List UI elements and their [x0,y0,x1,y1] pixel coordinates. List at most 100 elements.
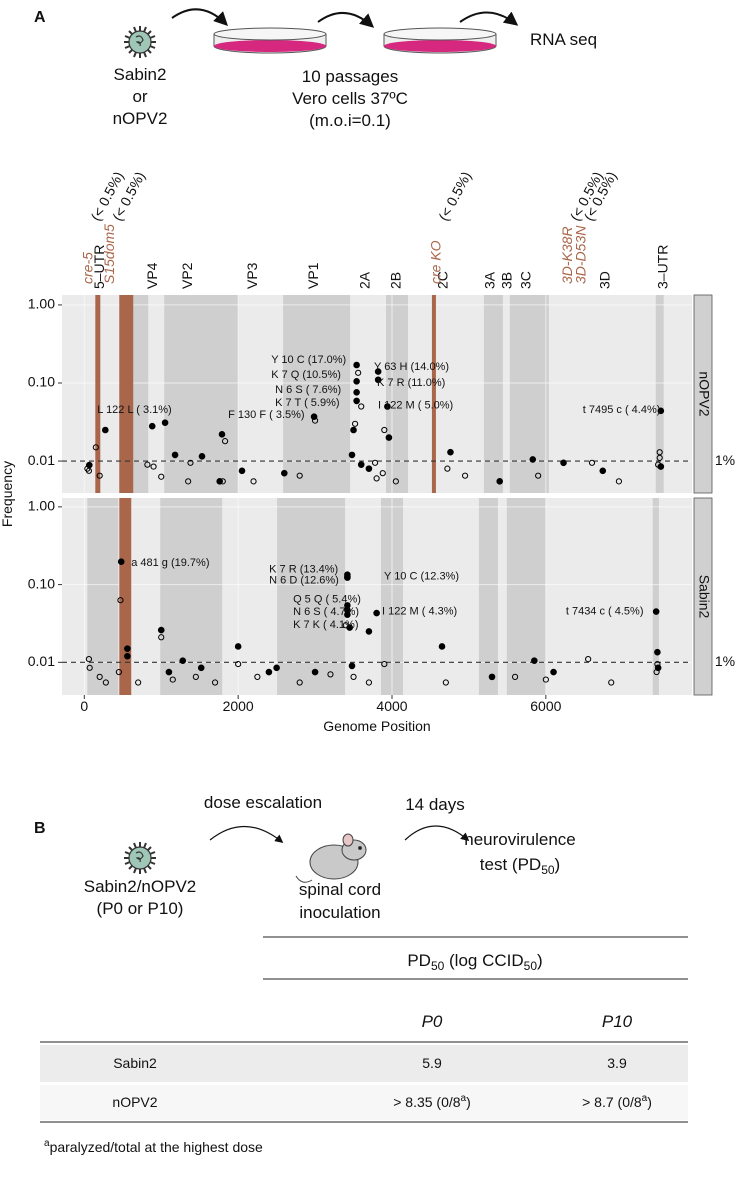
virus-icon [123,25,157,59]
gene-label: VP2 [179,262,195,289]
point [157,626,165,634]
facet-label: nOPV2 [696,371,712,416]
y-tick-label: 0.01 [28,452,55,468]
text: ) [466,1094,471,1110]
point [442,679,449,686]
annotation: t 7495 c ( 4.4%) [583,404,661,416]
point [218,431,226,438]
point [353,397,360,405]
point [511,673,519,680]
annotation: K 7 R (11.0%) [377,377,445,389]
text: paralyzed/total at the highest dose [50,1139,263,1155]
result-label: neurovirulence [464,830,576,849]
point [531,657,538,664]
point [102,426,109,434]
point [92,444,99,451]
table-cell: 5.9 [422,1055,442,1071]
point [355,369,362,376]
y-tick-label: 1.00 [28,296,55,312]
point [353,378,360,385]
point [96,673,103,680]
modification-band [119,295,134,493]
point [254,673,261,680]
modification-label: 3D-D53N [573,225,589,284]
row-label: Sabin2 [113,1055,157,1071]
threshold-label: 1% [715,653,735,669]
gene-band [478,498,498,695]
point [535,472,542,479]
mouse-label: spinal cord [299,880,381,899]
text: ) [647,1094,652,1110]
point [374,368,382,375]
annotation: I 122 M ( 5.0%) [378,400,453,412]
point [187,459,194,466]
point [656,454,663,461]
gene-label: 2A [357,271,373,289]
annotation: F 130 F ( 3.5%) [228,409,304,421]
annotation: K 7 K ( 4.1%) [293,619,358,631]
annotation: a 481 g (19.7%) [131,557,209,569]
point [150,463,157,470]
point [438,643,446,650]
point [211,679,219,686]
table-header: PD50 (log CCID50) [407,951,542,973]
point [327,671,334,678]
modification-label: cre KO [427,240,443,284]
point [353,389,360,396]
point [124,645,131,652]
x-tick-label: 2000 [223,698,254,714]
point [353,361,360,369]
annotation: N 6 S ( 7.6%) [275,384,341,396]
point [358,403,365,410]
point [444,465,451,472]
point [265,668,273,676]
gene-band [655,295,664,493]
point [348,451,356,459]
modification-band [119,498,132,695]
gene-band [87,498,119,695]
point [165,668,173,676]
arrow [317,11,375,28]
point [342,622,349,629]
point [654,648,661,656]
annotation: Y 10 C (17.0%) [271,354,346,366]
point [192,673,199,680]
arrow [171,8,228,26]
gene-label: 2C [435,271,451,289]
gene-label: 2B [388,272,404,289]
y-tick-label: 1.00 [28,498,55,514]
step-label: RNA seq [530,30,597,49]
point [197,664,205,672]
x-tick-label: 4000 [376,698,407,714]
point [311,668,319,676]
row-background [40,1085,688,1120]
point [281,469,288,477]
modification-band [431,295,436,493]
panel-background [62,295,692,493]
point [169,676,176,683]
point [585,656,592,663]
gene-label: VP3 [244,262,260,289]
point [652,608,660,615]
panel-background [62,498,692,695]
modification-label: S15dom5 [101,224,117,284]
point [148,422,156,430]
gene-label: 3A [482,271,498,289]
virus-label: or [132,87,147,106]
text: ) [537,951,543,970]
annotation: K 7 R (13.4%) [269,563,338,575]
virus-label: nOPV2 [113,109,168,128]
point [365,465,373,472]
annotation: K 7 T ( 5.9%) [275,397,339,409]
gene-band [483,295,503,493]
column-header: P0 [422,1012,443,1031]
y-axis-label: Frequency [0,461,15,527]
point [96,472,103,479]
point [86,664,93,671]
point [608,679,615,686]
table-cell: > 8.35 (0/8a) [393,1093,471,1110]
point [529,456,537,463]
point [655,461,662,468]
text: test (PD [480,855,541,874]
virus-label: Sabin2/nOPV2 [84,877,196,896]
